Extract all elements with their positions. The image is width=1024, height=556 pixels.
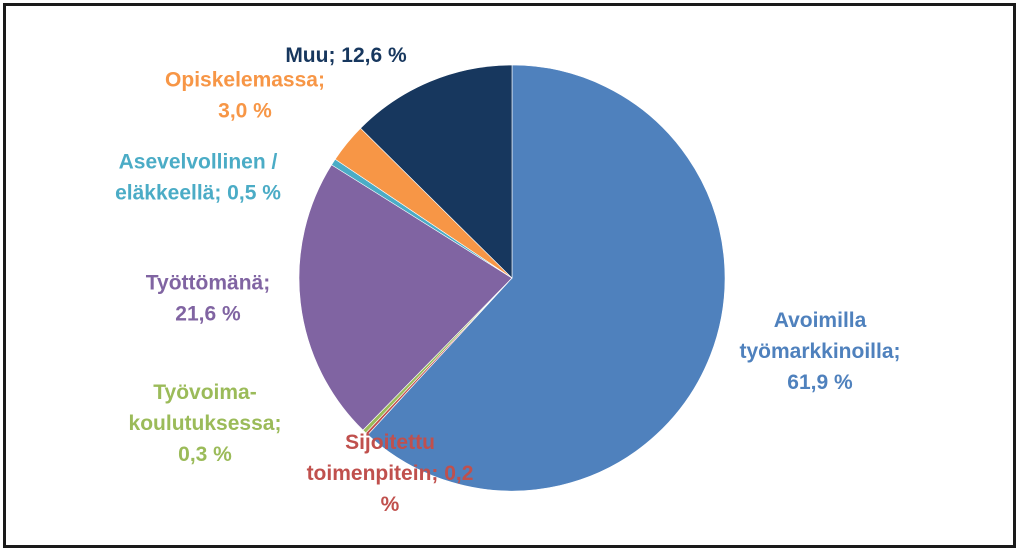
slice-label-avoimilla-tyomarkkinoilla: Avoimilla työmarkkinoilla; 61,9 % <box>739 309 900 394</box>
slice-label-muu: Muu; 12,6 % <box>285 44 407 67</box>
pie-slice-tyottomana <box>298 164 513 431</box>
slice-label-tyovoimakoulutuksessa: Työvoima-koulutuksessa; 0,3 % <box>129 381 282 466</box>
pie-slices <box>298 64 726 492</box>
slice-label-tyottomana: Työttömänä; 21,6 % <box>146 272 270 326</box>
pie-labels: Avoimilla työmarkkinoilla; 61,9 % Sijoitett… <box>115 44 900 516</box>
pie-slice-muu <box>360 64 513 279</box>
slice-label-sijoitettu-toimenpitein: Sijoitettu toimenpitein; 0,2% <box>307 431 474 516</box>
slice-label-asevelvollinen-elakkeella: Asevelvollinen / eläkkeellä; 0,5 % <box>115 151 281 205</box>
pie-slice-avoimilla-tyomarkkinoilla <box>367 64 726 492</box>
slice-label-opiskelemassa: Opiskelemassa; 3,0 % <box>165 69 325 123</box>
